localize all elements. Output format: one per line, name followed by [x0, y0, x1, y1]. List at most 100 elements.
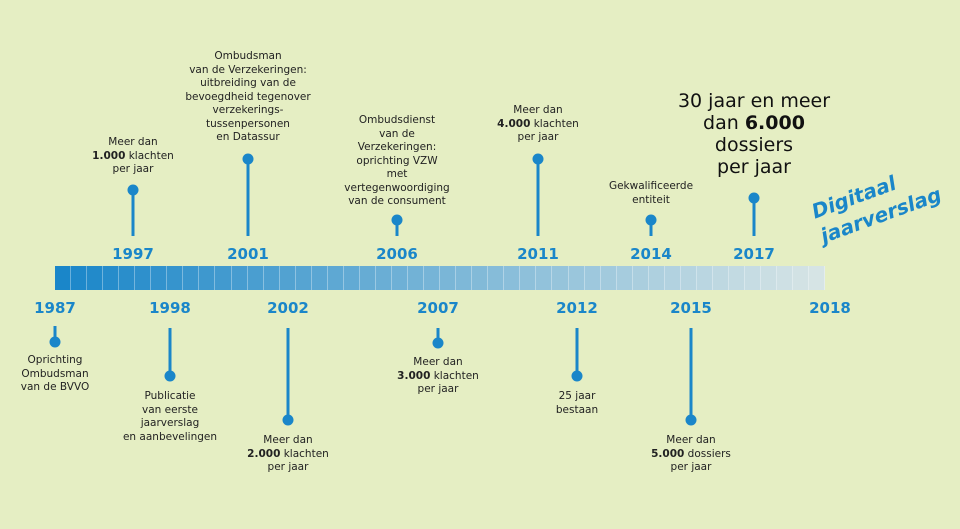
description-line: met: [386, 168, 408, 180]
description-line: 2.000 klachten: [247, 447, 329, 460]
timeline-segment: [151, 266, 168, 290]
milestone-dot-2017[interactable]: [748, 192, 760, 204]
year-label-2002: 2002: [267, 299, 309, 317]
description-line: oprichting VZW: [356, 154, 438, 167]
milestone-dot-1987[interactable]: [49, 336, 61, 348]
year-label-2018: 2018: [809, 299, 851, 317]
milestone-description-2012: 25 jaar bestaan: [556, 390, 598, 417]
milestone-stem-2012: [575, 328, 579, 376]
timeline-segment: [263, 266, 280, 290]
timeline-segment: [135, 266, 152, 290]
milestone-dot-1998[interactable]: [164, 370, 176, 382]
description-line: van de BVVO: [20, 381, 90, 393]
emphasis: 2.000: [247, 447, 281, 460]
milestone-description-2006: Ombudsdienst van de Verzekeringen: oprichti…: [344, 114, 449, 209]
year-label-2011: 2011: [517, 245, 559, 263]
milestone-stem-2017: [752, 198, 756, 236]
description-line: Ombudsdienst: [358, 114, 436, 126]
year-label-2014: 2014: [630, 245, 672, 263]
year-label-2001: 2001: [227, 245, 269, 263]
emphasis: 1.000: [92, 149, 126, 162]
emphasis: 6.000: [744, 112, 805, 134]
timeline-segment: [696, 266, 713, 290]
description-line: van de Verzekeringen:: [189, 63, 307, 76]
timeline-segment: [600, 266, 617, 290]
timeline-segment: [761, 266, 778, 290]
description-line: per jaar: [670, 461, 712, 473]
milestone-dot-2002[interactable]: [282, 414, 294, 426]
milestone-dot-2014[interactable]: [645, 214, 657, 226]
timeline-segment: [728, 266, 746, 290]
emphasis: 4.000: [497, 117, 531, 130]
timeline-segment: [327, 266, 344, 290]
timeline-segment: [504, 266, 521, 290]
timeline-segment: [664, 266, 681, 290]
description-line: per jaar: [417, 383, 459, 395]
description-line: Gekwalificeerde: [608, 180, 694, 192]
timeline-segment: [55, 266, 72, 290]
timeline-segment: [247, 266, 264, 290]
milestone-dot-2006[interactable]: [391, 214, 403, 226]
description-line: en aanbevelingen: [122, 430, 218, 443]
timeline-segment: [616, 266, 633, 290]
description-line: van de: [379, 127, 415, 140]
year-label-2012: 2012: [556, 299, 598, 317]
timeline-segment: [375, 266, 392, 290]
year-label-1998: 1998: [149, 299, 191, 317]
description-line: Meer dan: [513, 104, 563, 116]
milestone-dot-1997[interactable]: [127, 184, 139, 196]
timeline-bar: [55, 266, 826, 290]
description-line: 30 jaar en meer: [677, 90, 831, 112]
description-line: 3.000 klachten: [397, 369, 479, 382]
milestone-stem-2002: [286, 328, 290, 420]
year-label-2015: 2015: [670, 299, 712, 317]
milestone-description-2017: 30 jaar en meer dan 6.000 dossiers per jaar: [678, 90, 830, 178]
milestone-dot-2015[interactable]: [685, 414, 697, 426]
milestone-stem-2011: [536, 159, 540, 236]
timeline-segment: [648, 266, 665, 290]
milestone-dot-2001[interactable]: [242, 153, 254, 165]
timeline-segment: [359, 266, 376, 290]
timeline-segment: [424, 266, 441, 290]
milestone-description-1997: Meer dan 1.000 klachten per jaar: [92, 136, 174, 177]
description-line: van eerste: [142, 403, 198, 416]
milestone-description-2007: Meer dan 3.000 klachten per jaar: [397, 356, 479, 397]
timeline-segment: [183, 266, 200, 290]
timeline-segment: [777, 266, 794, 290]
description-line: per jaar: [717, 156, 791, 178]
milestone-description-2011: Meer dan 4.000 klachten per jaar: [497, 104, 579, 145]
description-line: uitbreiding van de: [200, 77, 296, 89]
timeline-segment: [680, 266, 697, 290]
milestone-stem-1998: [168, 328, 172, 376]
description-line: Meer dan: [108, 136, 158, 148]
timeline-segment: [279, 266, 296, 290]
timeline-segment: [295, 266, 312, 290]
description-line: 25 jaar: [558, 390, 596, 402]
timeline-segment: [568, 266, 585, 290]
milestone-description-2002: Meer dan 2.000 klachten per jaar: [247, 434, 329, 475]
year-label-2006: 2006: [376, 245, 418, 263]
timeline-segment: [408, 266, 425, 290]
timeline-segment: [809, 266, 826, 290]
milestone-dot-2012[interactable]: [571, 370, 583, 382]
description-line: van de consument: [348, 195, 446, 207]
description-line: dan 6.000: [703, 112, 805, 134]
timeline-segment: [311, 266, 328, 290]
year-label-2017: 2017: [733, 245, 775, 263]
milestone-stem-1987: [53, 326, 57, 342]
milestone-dot-2007[interactable]: [432, 337, 444, 349]
timeline-segment: [199, 266, 216, 290]
timeline-segment: [584, 266, 601, 290]
description-line: 5.000 dossiers: [651, 447, 731, 460]
timeline-segment: [632, 266, 649, 290]
timeline-segment: [745, 266, 762, 290]
description-line: verzekerings-: [212, 104, 284, 116]
description-line: entiteit: [632, 193, 670, 206]
digital-report-badge[interactable]: Digitaal jaarverslag: [808, 149, 960, 249]
timeline-segment: [520, 266, 537, 290]
timeline-segment: [472, 266, 489, 290]
description-line: Ombudsman: [21, 367, 89, 380]
milestone-dot-2011[interactable]: [532, 153, 544, 165]
timeline-segment: [167, 266, 184, 290]
